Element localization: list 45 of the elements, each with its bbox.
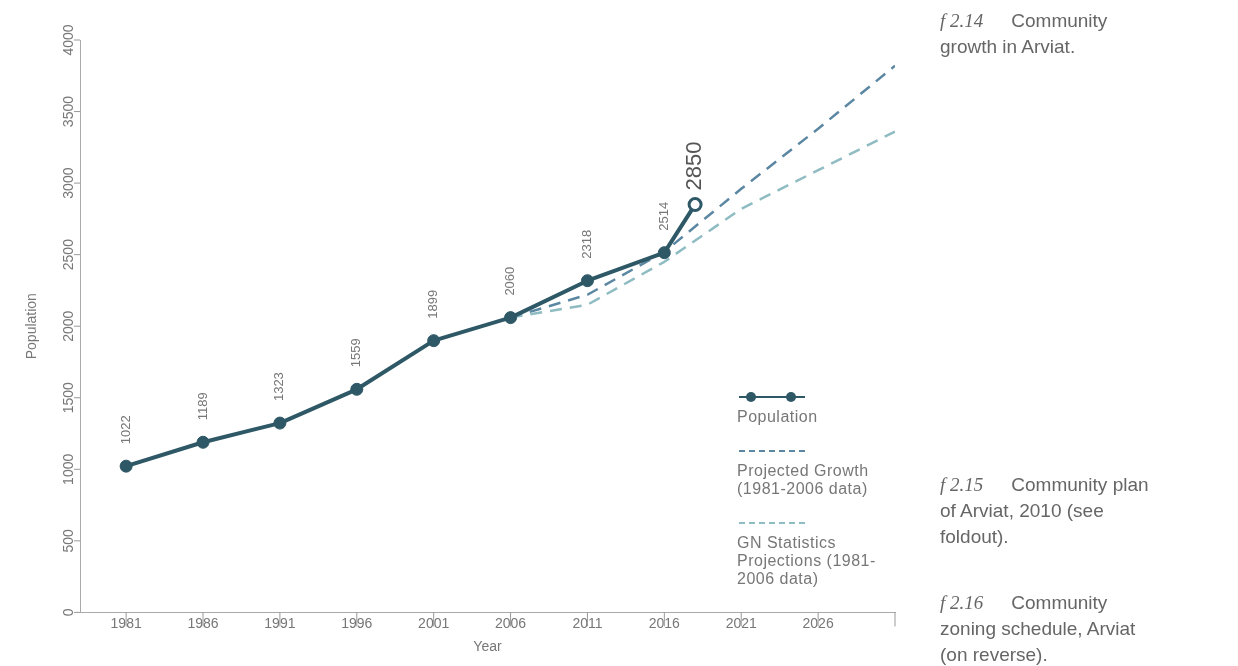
y-axis-title: Population xyxy=(23,293,40,360)
y-tick-label: 4000 xyxy=(59,24,76,56)
data-label: 1899 xyxy=(425,289,441,319)
y-tick-label: 0 xyxy=(59,608,76,617)
y-tick-label: 2500 xyxy=(59,238,76,271)
point xyxy=(196,435,210,449)
y-tick-label: 3500 xyxy=(59,95,76,128)
x-tick-label: 2001 xyxy=(418,614,450,631)
point xyxy=(273,416,287,430)
data-label: 2514 xyxy=(655,201,671,231)
point xyxy=(687,197,703,213)
y-tick-label: 1500 xyxy=(59,381,76,414)
data-label: 2060 xyxy=(502,266,518,296)
point xyxy=(580,274,594,288)
text: f 2.16 Community zoning schedule, Arviat (on reverse). xyxy=(940,592,1136,665)
text: f 2.15 Community plan of Arviat, 2010 (see foldout). xyxy=(940,474,1149,547)
x-tick-label: 2016 xyxy=(648,614,681,631)
data-label: 2850 xyxy=(681,141,707,191)
legend-label: Projected Growth (1981-2006 data) xyxy=(737,462,870,498)
data-label: 1189 xyxy=(194,392,210,421)
x-tick-label: 2006 xyxy=(494,614,527,631)
data-label: 1022 xyxy=(117,415,133,445)
x-tick-label: 1996 xyxy=(341,614,373,631)
y-tick-label: 3000 xyxy=(59,167,76,199)
point xyxy=(657,246,671,260)
legend-label: GN Statistics Projections (1981-2006 data) xyxy=(737,534,877,588)
legend-label: Population xyxy=(737,408,819,426)
y-tick-label: 1000 xyxy=(59,453,76,485)
x-tick-label: 1991 xyxy=(264,614,296,631)
x-tick-label: 1981 xyxy=(110,614,142,631)
x-tick-label: 1986 xyxy=(187,614,219,631)
data-label: 2318 xyxy=(579,229,595,259)
data-label: 1323 xyxy=(271,372,287,402)
text: f 2.14 Community growth in Arviat. xyxy=(940,10,1108,57)
data-label: 1559 xyxy=(348,338,364,368)
x-axis-title: Year xyxy=(473,638,502,655)
y-tick-label: 2000 xyxy=(59,310,76,342)
point xyxy=(504,311,518,325)
x-tick-label: 2021 xyxy=(725,614,758,631)
y-tick-label: 500 xyxy=(59,528,76,553)
point xyxy=(427,334,441,348)
point xyxy=(350,382,364,396)
x-tick-label: 2011 xyxy=(572,614,603,631)
point xyxy=(119,459,133,473)
x-tick-label: 2026 xyxy=(802,614,834,631)
